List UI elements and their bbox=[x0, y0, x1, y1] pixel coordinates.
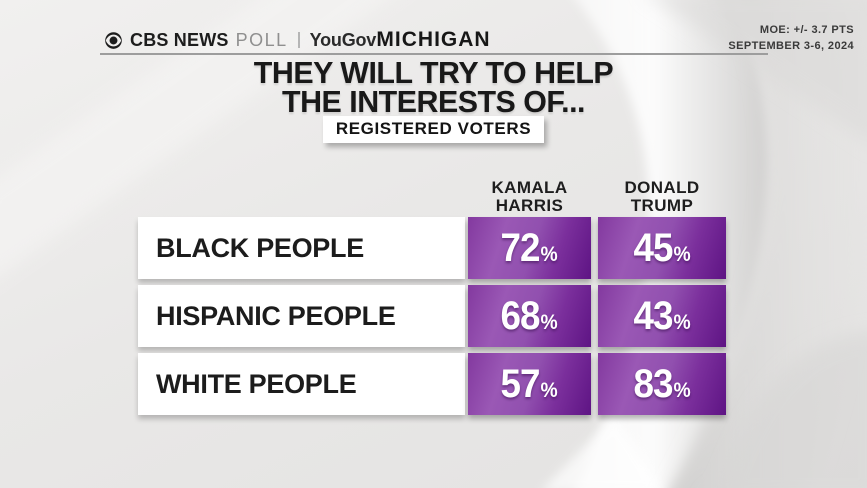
value: 45 bbox=[633, 225, 673, 270]
percent-sign: % bbox=[673, 242, 691, 266]
cell-hispanic-harris: 68% bbox=[468, 285, 591, 347]
cell-hispanic-trump: 43% bbox=[598, 285, 726, 347]
cell-black-trump: 45% bbox=[598, 217, 726, 279]
value: 83 bbox=[633, 361, 673, 406]
registered-voters-badge: REGISTERED VOTERS bbox=[322, 116, 545, 143]
percent-sign: % bbox=[673, 378, 691, 402]
row-label-white-people: WHITE PEOPLE bbox=[138, 353, 465, 415]
cell-black-harris: 72% bbox=[468, 217, 591, 279]
title-line-2: THE INTERESTS OF... bbox=[282, 84, 585, 120]
cbs-news-label: CBS NEWS bbox=[130, 29, 229, 50]
page-title: THEY WILL TRY TO HELP THE INTERESTS OF..… bbox=[9, 55, 859, 120]
percent-sign: % bbox=[540, 378, 559, 402]
row-label-hispanic-people: HISPANIC PEOPLE bbox=[138, 285, 465, 347]
title-line-1: THEY WILL TRY TO HELP bbox=[253, 55, 614, 90]
header-divider-line bbox=[100, 53, 768, 55]
value: 43 bbox=[633, 293, 673, 338]
row-label-black-people: BLACK PEOPLE bbox=[138, 217, 465, 279]
moe-block: MOE: +/- 3.7 PTS SEPTEMBER 3-6, 2024 bbox=[728, 23, 854, 55]
value: 72 bbox=[500, 225, 541, 270]
badge-container: REGISTERED VOTERS bbox=[0, 116, 867, 143]
value: 57 bbox=[500, 361, 541, 406]
percent-sign: % bbox=[540, 310, 559, 334]
cbs-eye-icon bbox=[105, 31, 122, 49]
brand-lockup: CBS NEWS POLL YouGov’ bbox=[104, 29, 380, 51]
brand-divider bbox=[297, 32, 300, 48]
yougov-trademark: ’ bbox=[377, 29, 380, 40]
column-header-harris: KAMALA HARRIS bbox=[491, 178, 568, 215]
dates-line: SEPTEMBER 3-6, 2024 bbox=[728, 39, 854, 52]
percent-sign: % bbox=[673, 310, 691, 334]
cell-white-trump: 83% bbox=[598, 353, 726, 415]
poll-label: POLL bbox=[235, 29, 288, 50]
column-header-trump: DONALD TRUMP bbox=[624, 178, 700, 215]
cell-white-harris: 57% bbox=[468, 353, 591, 415]
moe-line: MOE: +/- 3.7 PTS bbox=[759, 24, 854, 36]
value: 68 bbox=[500, 293, 541, 338]
percent-sign: % bbox=[540, 242, 559, 266]
state-title: MICHIGAN bbox=[376, 28, 491, 51]
yougov-label: YouGov’ bbox=[309, 29, 380, 50]
